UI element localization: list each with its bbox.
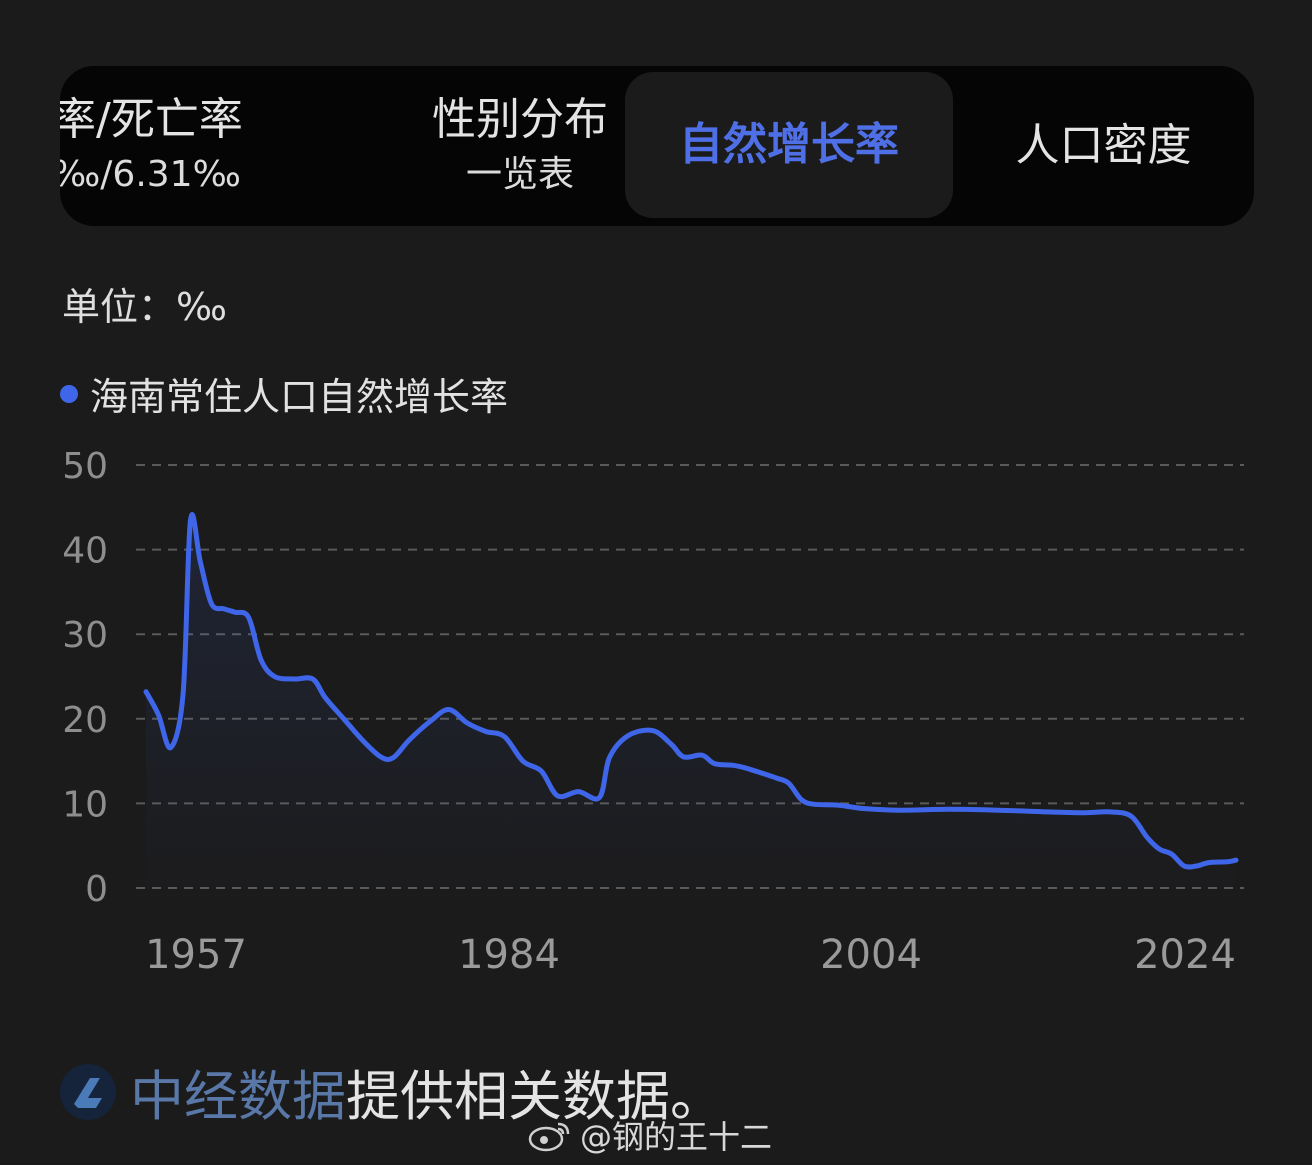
y-tick-label: 40 xyxy=(62,531,108,572)
tab-natural-growth-rate[interactable]: 自然增长率 xyxy=(625,72,953,218)
tab-subtitle: 一览表 xyxy=(465,154,574,195)
legend-dot xyxy=(60,384,78,403)
tab-title: 率/死亡率 xyxy=(60,94,243,145)
legend-series-label: 海南常住人口自然增长率 xyxy=(90,375,509,419)
tab-bar: 率/死亡率 ‰/6.31‰ 性别分布 一览表 自然增长率 人口密度 xyxy=(60,66,1254,226)
data-source-footer: 中经数据 提供相关数据。 xyxy=(60,1052,724,1131)
watermark-text: @钢的王十二 xyxy=(580,1118,773,1156)
y-tick-label: 30 xyxy=(62,615,108,656)
x-tick-label: 2004 xyxy=(820,932,922,978)
y-tick-label: 20 xyxy=(62,700,108,741)
x-tick-label: 2024 xyxy=(1134,932,1236,978)
line-chart: 0 10 20 30 40 50 1957 1984 2004 2024 xyxy=(62,446,1244,978)
series-line xyxy=(143,512,1239,870)
unit-label: 单位：‰ xyxy=(62,285,227,329)
tab-title: 性别分布 xyxy=(432,94,608,145)
data-source-text: 提供相关数据。 xyxy=(346,1065,724,1128)
tab-title: 人口密度 xyxy=(1015,120,1192,171)
tab-population-density[interactable]: 人口密度 xyxy=(953,66,1254,226)
x-tick-label: 1957 xyxy=(145,932,247,978)
y-tick-label: 50 xyxy=(62,446,108,487)
weibo-icon xyxy=(528,1122,570,1152)
data-provider-link[interactable]: 中经数据 xyxy=(130,1065,346,1128)
data-provider-logo-icon xyxy=(60,1063,116,1120)
tab-subtitle: ‰/6.31‰ xyxy=(60,154,241,195)
tab-birth-death-rate[interactable]: 率/死亡率 ‰/6.31‰ xyxy=(60,66,352,226)
y-tick-label: 0 xyxy=(85,869,108,910)
tab-gender-distribution[interactable]: 性别分布 一览表 xyxy=(360,66,680,226)
y-tick-label: 10 xyxy=(62,784,108,825)
tab-title: 自然增长率 xyxy=(679,119,899,170)
series-area xyxy=(146,514,1236,888)
chart-legend: 海南常住人口自然增长率 xyxy=(60,366,508,421)
watermark: @钢的王十二 xyxy=(528,1112,772,1158)
x-tick-label: 1984 xyxy=(458,932,560,978)
